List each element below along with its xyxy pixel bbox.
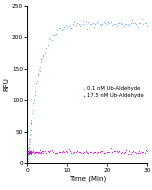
0.1 nM Ub-Aldehyde (29, 140, 30, 142)
X-axis label: Time (Min): Time (Min) (69, 175, 106, 182)
0.1 nM Ub-Aldehyde (111, 24, 113, 26)
0.1 nM Ub-Aldehyde (96, 22, 98, 24)
Line: 0.1 nM Ub-Aldehyde: 0.1 nM Ub-Aldehyde (27, 18, 148, 163)
0.1 nM Ub-Aldehyde (26, 161, 28, 164)
17.5 nM Ub-Aldehyde (147, 150, 148, 153)
17.5 nM Ub-Aldehyde (96, 152, 98, 154)
17.5 nM Ub-Aldehyde (30, 152, 32, 155)
17.5 nM Ub-Aldehyde (110, 147, 112, 150)
0.1 nM Ub-Aldehyde (30, 119, 32, 121)
0.1 nM Ub-Aldehyde (141, 17, 143, 20)
Line: 17.5 nM Ub-Aldehyde: 17.5 nM Ub-Aldehyde (27, 148, 148, 154)
17.5 nM Ub-Aldehyde (29, 151, 30, 153)
0.1 nM Ub-Aldehyde (147, 25, 148, 27)
0.1 nM Ub-Aldehyde (109, 22, 110, 24)
17.5 nM Ub-Aldehyde (109, 150, 110, 153)
Y-axis label: RFU: RFU (3, 78, 9, 92)
Legend: 0.1 nM Ub-Aldehyde, 17.5 nM Ub-Aldehyde: 0.1 nM Ub-Aldehyde, 17.5 nM Ub-Aldehyde (81, 85, 145, 100)
17.5 nM Ub-Aldehyde (113, 150, 115, 152)
17.5 nM Ub-Aldehyde (26, 150, 28, 152)
17.5 nM Ub-Aldehyde (127, 153, 129, 155)
0.1 nM Ub-Aldehyde (41, 58, 42, 60)
17.5 nM Ub-Aldehyde (41, 152, 42, 154)
